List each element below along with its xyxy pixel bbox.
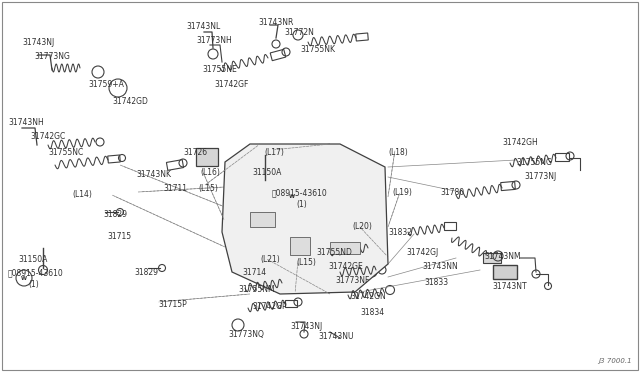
- Text: W: W: [289, 193, 295, 199]
- Circle shape: [268, 215, 292, 239]
- Text: 31833: 31833: [424, 278, 448, 287]
- Text: 31755NE: 31755NE: [202, 65, 237, 74]
- Text: J3 7000.1: J3 7000.1: [598, 358, 632, 364]
- Text: 31743NN: 31743NN: [422, 262, 458, 271]
- Text: 31711: 31711: [163, 184, 187, 193]
- Text: 31743NJ: 31743NJ: [22, 38, 54, 47]
- Circle shape: [284, 188, 300, 204]
- Polygon shape: [222, 144, 388, 294]
- Bar: [196, 148, 218, 166]
- Text: W: W: [21, 276, 27, 280]
- Bar: [444, 222, 456, 230]
- Text: (L15): (L15): [198, 184, 218, 193]
- Text: 31714: 31714: [242, 268, 266, 277]
- Text: 31773NF: 31773NF: [335, 276, 369, 285]
- Text: ⓜ08915-43610: ⓜ08915-43610: [272, 188, 328, 197]
- Text: 31742GC: 31742GC: [30, 132, 65, 141]
- Circle shape: [365, 175, 375, 185]
- Text: 31773NQ: 31773NQ: [228, 330, 264, 339]
- Text: 31743NK: 31743NK: [136, 170, 171, 179]
- Text: 31743NT: 31743NT: [492, 282, 527, 291]
- Circle shape: [301, 198, 329, 226]
- Circle shape: [258, 184, 278, 204]
- Bar: [483, 253, 501, 263]
- Text: 31755NM: 31755NM: [238, 285, 275, 294]
- Circle shape: [255, 257, 269, 271]
- Text: (L20): (L20): [352, 222, 372, 231]
- Text: (L17): (L17): [264, 148, 284, 157]
- Bar: [250, 212, 275, 227]
- Text: 31742GE: 31742GE: [328, 262, 363, 271]
- Circle shape: [233, 252, 243, 262]
- Circle shape: [287, 182, 303, 198]
- Text: 31742GJ: 31742GJ: [406, 248, 438, 257]
- Text: 31715P: 31715P: [158, 300, 187, 309]
- Text: 31829: 31829: [103, 210, 127, 219]
- Bar: [356, 33, 368, 41]
- Text: 31755NG: 31755NG: [516, 158, 552, 167]
- Circle shape: [247, 224, 263, 240]
- Bar: [330, 242, 360, 254]
- Bar: [285, 299, 297, 307]
- Bar: [555, 153, 569, 161]
- Text: (L21): (L21): [260, 255, 280, 264]
- Text: (1): (1): [28, 280, 39, 289]
- Text: (L18): (L18): [388, 148, 408, 157]
- Text: 31759+A: 31759+A: [88, 80, 124, 89]
- Text: 31743NJ: 31743NJ: [290, 322, 323, 331]
- Text: 31780: 31780: [440, 188, 464, 197]
- Text: 31743NR: 31743NR: [258, 18, 293, 27]
- Text: (L19): (L19): [392, 188, 412, 197]
- Text: 31773NH: 31773NH: [196, 36, 232, 45]
- Text: 31832: 31832: [388, 228, 412, 237]
- Text: 31150A: 31150A: [252, 168, 282, 177]
- Text: 31726: 31726: [183, 148, 207, 157]
- Bar: [500, 182, 515, 190]
- Bar: [282, 278, 294, 286]
- Text: ⓜ08915-43610: ⓜ08915-43610: [8, 268, 64, 277]
- Circle shape: [319, 175, 337, 193]
- Text: 31743NL: 31743NL: [186, 22, 220, 31]
- Text: 31755NK: 31755NK: [300, 45, 335, 54]
- Text: 31829: 31829: [134, 268, 158, 277]
- Bar: [108, 155, 120, 163]
- Text: 31742GP: 31742GP: [252, 302, 287, 311]
- Circle shape: [38, 266, 47, 275]
- Text: 31755ND: 31755ND: [316, 248, 352, 257]
- Text: (L16): (L16): [200, 168, 220, 177]
- Circle shape: [367, 267, 377, 277]
- Bar: [270, 49, 286, 61]
- Circle shape: [327, 259, 343, 275]
- Text: 31742GF: 31742GF: [214, 80, 248, 89]
- Text: 31715: 31715: [107, 232, 131, 241]
- Text: 31743NH: 31743NH: [8, 118, 44, 127]
- Circle shape: [260, 177, 269, 186]
- Text: (L15): (L15): [296, 258, 316, 267]
- Circle shape: [340, 222, 360, 242]
- Circle shape: [353, 195, 367, 209]
- Text: 31773NG: 31773NG: [34, 52, 70, 61]
- Text: (L14): (L14): [72, 190, 92, 199]
- Circle shape: [235, 172, 245, 182]
- Text: 31742GD: 31742GD: [112, 97, 148, 106]
- Circle shape: [16, 270, 32, 286]
- Circle shape: [291, 248, 309, 266]
- Text: 31150A: 31150A: [18, 255, 47, 264]
- Text: 31743NM: 31743NM: [484, 252, 520, 261]
- Bar: [368, 242, 380, 250]
- Text: 31742GH: 31742GH: [502, 138, 538, 147]
- Bar: [166, 160, 184, 170]
- Text: 31743NU: 31743NU: [318, 332, 353, 341]
- Text: 31742GN: 31742GN: [350, 292, 386, 301]
- Text: 31772N: 31772N: [284, 28, 314, 37]
- Text: 31834: 31834: [360, 308, 384, 317]
- Text: (1): (1): [296, 200, 307, 209]
- Bar: [290, 237, 310, 255]
- Text: 31755NC: 31755NC: [48, 148, 83, 157]
- Bar: [493, 265, 517, 279]
- Text: 31773NJ: 31773NJ: [524, 172, 556, 181]
